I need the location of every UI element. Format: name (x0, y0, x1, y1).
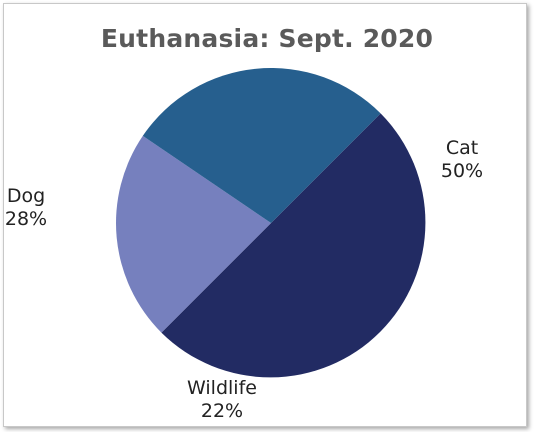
chart-title: Euthanasia: Sept. 2020 (100, 24, 434, 53)
pie-slice-cat (161, 113, 426, 378)
slice-label-name: Dog (6, 185, 46, 207)
slice-label-wildlife: Wildlife 22% (172, 377, 272, 423)
slice-label-name: Wildlife (187, 377, 257, 399)
pie-slice-wildlife (116, 135, 271, 333)
slice-label-dog: Dog 28% (0, 185, 66, 231)
pie-slice-dog (142, 68, 381, 224)
slice-label-percent: 22% (200, 400, 244, 422)
slice-label-cat: Cat 50% (422, 137, 502, 183)
slice-label-name: Cat (445, 137, 479, 159)
slice-label-percent: 28% (4, 208, 48, 230)
slice-label-percent: 50% (440, 160, 484, 182)
